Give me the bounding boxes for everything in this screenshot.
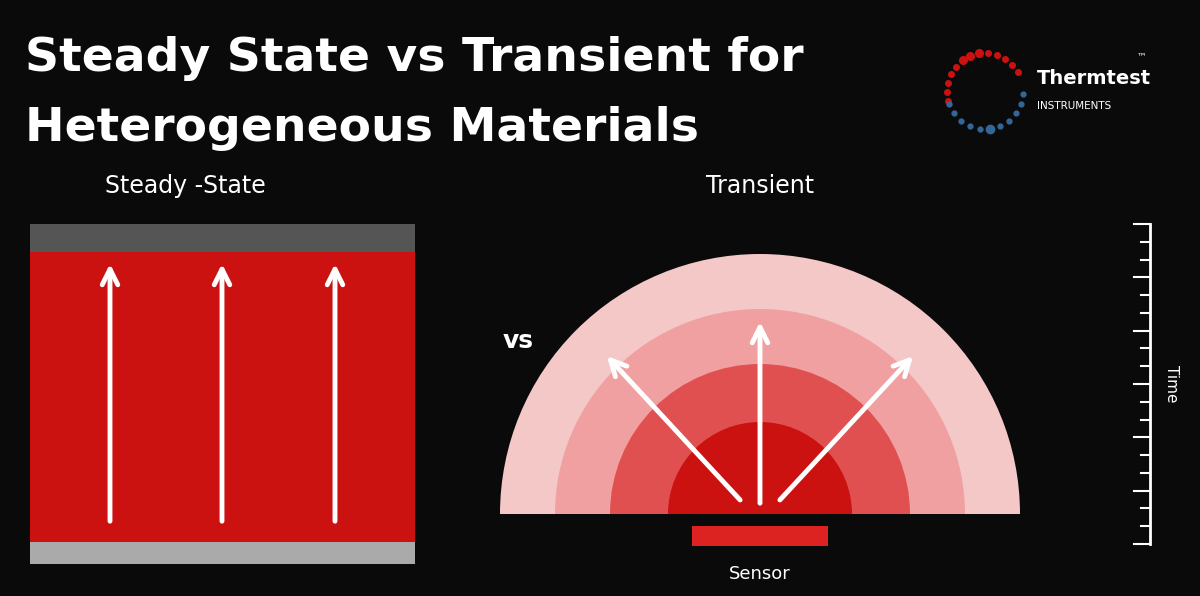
Wedge shape (668, 422, 852, 514)
Wedge shape (610, 364, 910, 514)
Text: vs: vs (503, 329, 534, 353)
Text: Time: Time (1164, 365, 1178, 403)
Wedge shape (500, 254, 1020, 514)
Wedge shape (554, 309, 965, 514)
Bar (30, 224, 415, 252)
Bar (30, 542, 415, 564)
Text: Sensor: Sensor (730, 565, 791, 583)
Text: Heterogeneous Materials: Heterogeneous Materials (25, 106, 698, 151)
Bar (692, 526, 828, 546)
Bar (490, 519, 1030, 596)
Bar (30, 252, 415, 542)
Text: ™: ™ (1138, 51, 1147, 61)
Text: Steady -State: Steady -State (104, 174, 265, 198)
Text: Steady State vs Transient for: Steady State vs Transient for (25, 36, 804, 81)
Text: INSTRUMENTS: INSTRUMENTS (1037, 101, 1111, 111)
Text: Transient: Transient (706, 174, 814, 198)
Text: Thermtest: Thermtest (1037, 70, 1151, 88)
